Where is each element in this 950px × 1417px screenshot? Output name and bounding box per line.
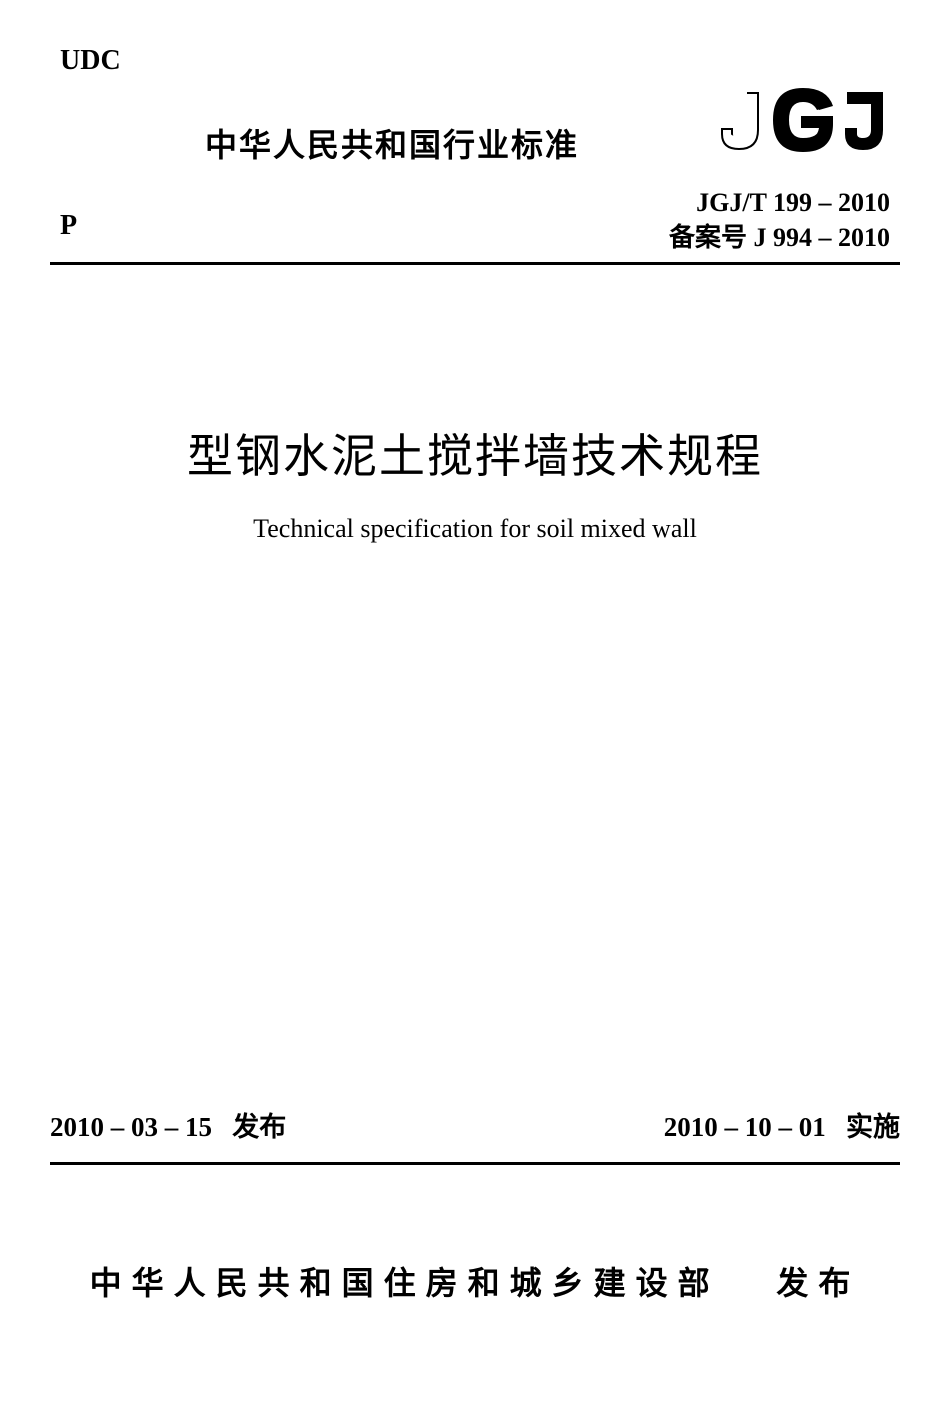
issue-label: 发布 — [232, 1112, 286, 1142]
effective-date-block: 2010 – 10 – 01 实施 — [664, 1105, 900, 1144]
standard-organization: 中华人民共和国行业标准 — [205, 120, 579, 166]
title-english: Technical specification for soil mixed w… — [0, 514, 950, 544]
standard-number-block: JGJ/T 199 – 2010 备案号 J 994 – 2010 — [669, 185, 890, 255]
filing-number: 备案号 J 994 – 2010 — [669, 220, 890, 255]
effective-date: 2010 – 10 – 01 — [664, 1112, 826, 1142]
top-horizontal-rule — [50, 262, 900, 265]
header-zone: UDC P 中华人民共和国行业标准 JGJ/T 199 – 2010 备案号 J… — [50, 40, 900, 270]
issue-date: 2010 – 03 – 15 — [50, 1112, 212, 1142]
udc-label: UDC — [60, 45, 121, 77]
issuer-action: 发布 — [776, 1265, 860, 1301]
standard-code: JGJ/T 199 – 2010 — [669, 185, 890, 220]
jgj-logo-svg — [715, 80, 890, 160]
bottom-horizontal-rule — [50, 1162, 900, 1165]
issue-date-block: 2010 – 03 – 15 发布 — [50, 1105, 286, 1144]
p-classification-label: P — [60, 210, 77, 242]
title-chinese: 型钢水泥土搅拌墙技术规程 — [0, 420, 950, 486]
jgj-logo — [715, 80, 890, 165]
issuer-row: 中华人民共和国住房和城乡建设部 发布 — [0, 1258, 950, 1304]
effective-label: 实施 — [846, 1112, 900, 1142]
issuer-org: 中华人民共和国住房和城乡建设部 — [90, 1265, 720, 1301]
dates-row: 2010 – 03 – 15 发布 2010 – 10 – 01 实施 — [50, 1105, 900, 1144]
title-block: 型钢水泥土搅拌墙技术规程 Technical specification for… — [0, 420, 950, 544]
